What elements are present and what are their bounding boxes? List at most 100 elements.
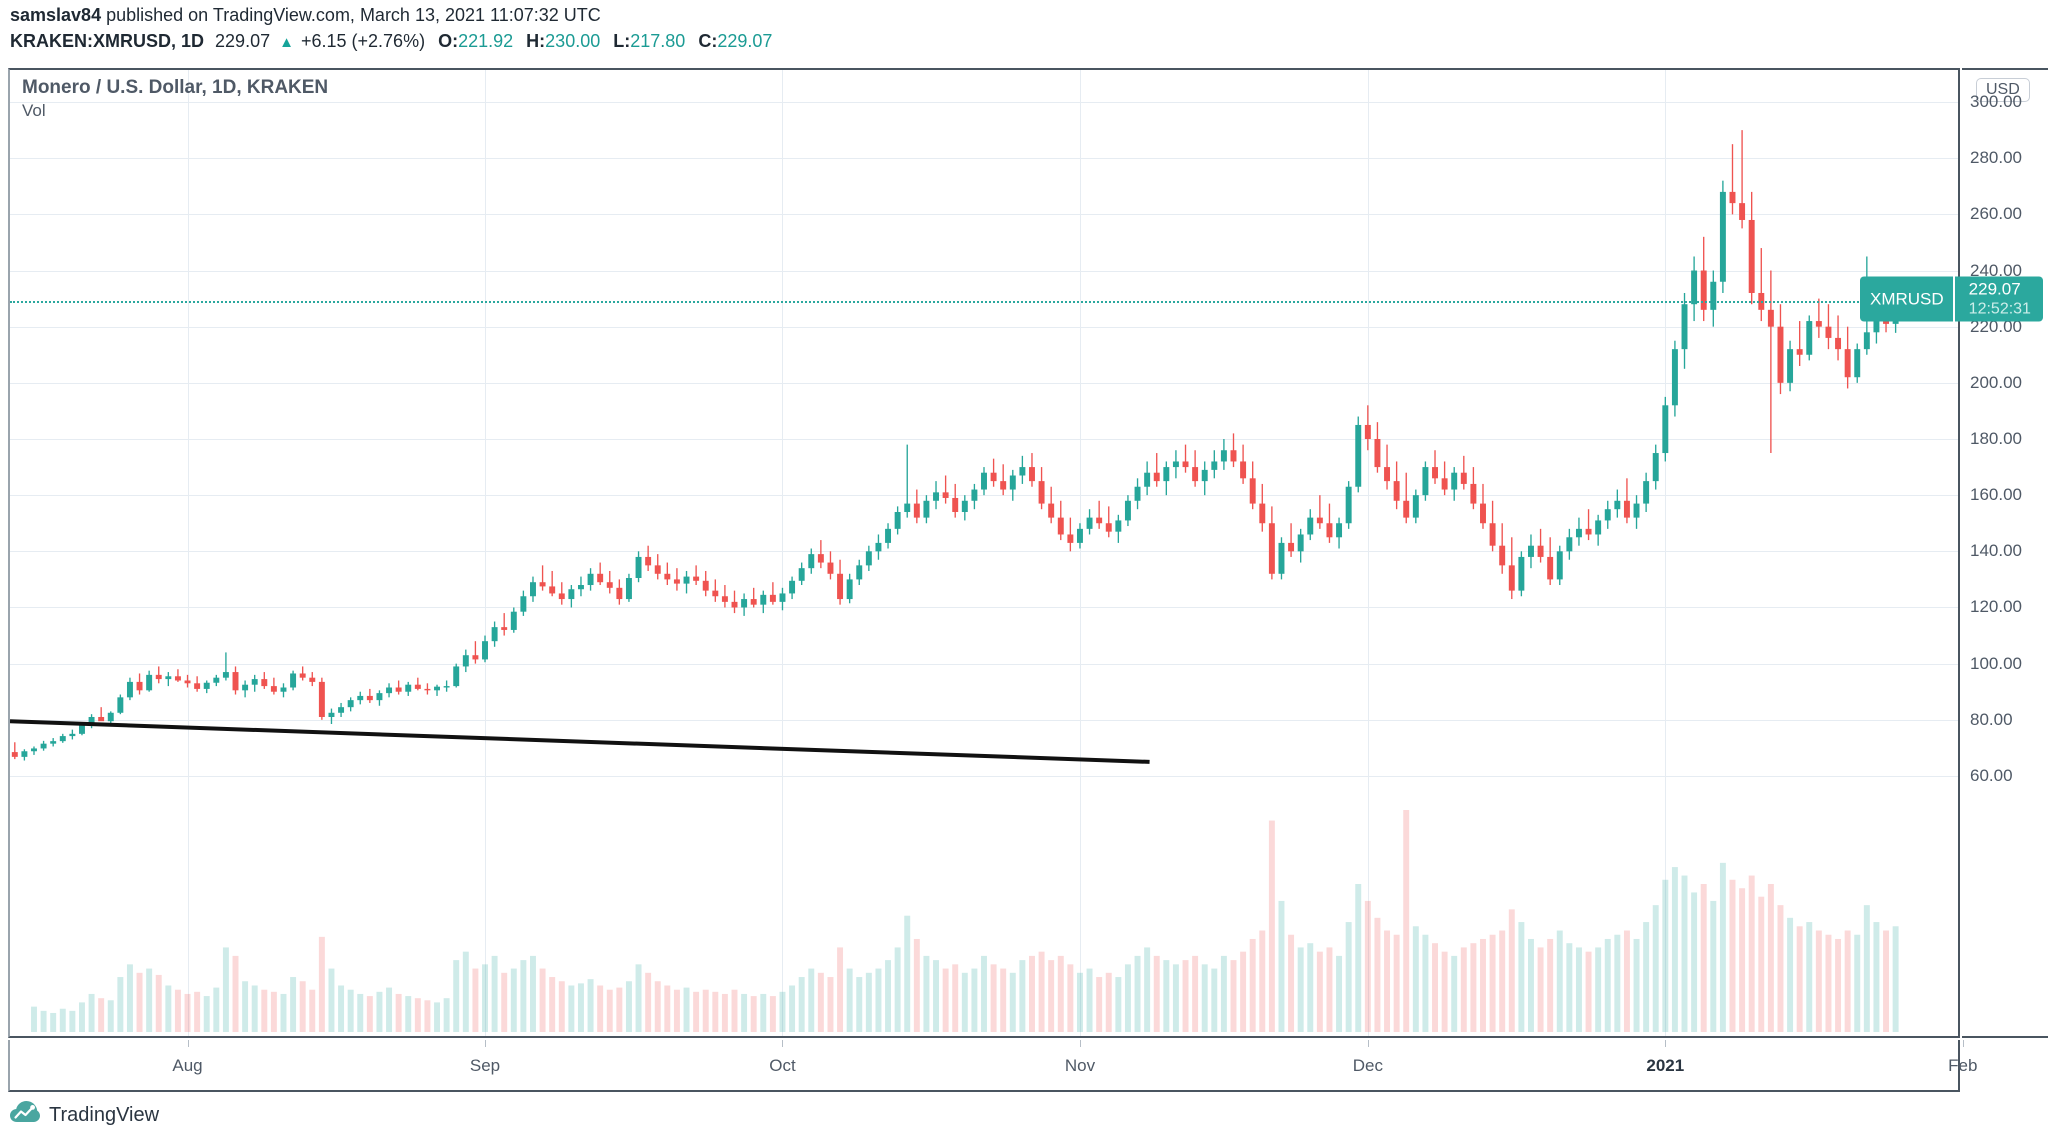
candle-body [1777,326,1784,383]
candle-body [1691,270,1698,305]
volume-bar [923,955,930,1032]
volume-bar [827,977,834,1032]
volume-bar [971,968,978,1032]
candle-body [1144,472,1151,487]
open-label: O: [438,31,459,51]
volume-bar [1019,960,1026,1032]
candle-body [1815,321,1822,327]
volume-bar [1863,905,1870,1032]
candle-body [1153,472,1160,482]
candle-body [981,472,987,490]
volume-bar [1153,955,1160,1032]
volume-bar [1892,926,1899,1032]
volume-bar [1201,964,1208,1032]
volume-bar [1633,938,1640,1032]
volume-bar [1729,879,1736,1032]
candle-body [1604,509,1611,521]
price-tick-label: 120.00 [1970,597,2022,617]
volume-bar [1556,930,1563,1032]
candle-body [1048,503,1055,518]
volume-bar [645,972,652,1032]
candle-body [904,503,911,513]
volume-bar [1758,896,1765,1032]
volume-bar [750,996,757,1032]
volume-bar [69,1010,76,1032]
volume-bar [577,983,584,1032]
grid-layer [10,70,1958,1036]
candle-body [827,562,834,574]
tradingview-footer: TradingView [10,1100,159,1131]
price-change: +6.15 (+2.76%) [300,31,426,51]
grid-line-horizontal [10,326,1958,328]
candle-body [1518,556,1525,591]
candle-body [309,677,316,682]
candle-body [769,594,776,602]
volume-bar [1643,922,1650,1032]
volume-bar [1067,964,1074,1032]
volume-bar [232,955,239,1032]
volume-bar [837,947,844,1032]
candle-body [1124,500,1131,521]
candle-body [894,512,901,529]
candle-body [1364,424,1371,439]
volume-bar [673,989,680,1032]
grid-line-horizontal [10,214,1958,216]
current-price-line [10,301,1958,304]
volume-bar [1412,926,1419,1032]
candle-body [1297,534,1304,552]
volume-bar [338,985,345,1032]
volume-bar [1873,922,1880,1032]
candle-body [1259,503,1266,524]
volume-bar [136,972,143,1032]
candle-body [558,593,565,600]
candle-body [1451,472,1458,490]
candle-body [837,573,844,600]
candle-body [1528,545,1534,557]
volume-bar [779,991,786,1032]
candle-body [1614,500,1621,510]
price-tick-label: 100.00 [1970,653,2022,673]
candle-body [539,582,546,587]
current-price-badge[interactable]: XMRUSD 229.07 12:52:31 [1860,276,2043,322]
candle-body [1201,469,1208,482]
volume-bar [990,964,997,1032]
volume-bar [146,968,153,1032]
candle-body [808,554,815,569]
candle-body [1220,450,1227,462]
chart-canvas[interactable]: Monero / U.S. Dollar, 1D, KRAKEN Vol [8,68,1960,1038]
candle-body [1854,349,1861,378]
volume-bar [1076,972,1083,1032]
candle-body [990,472,997,482]
candle-body [702,580,709,591]
volume-bar [741,993,748,1032]
candle-body [290,673,297,688]
volume-bar [1172,964,1179,1032]
volume-bar [1806,922,1813,1032]
candle-body [174,676,181,681]
publisher-name: samslav84 [10,5,102,25]
price-axis[interactable]: USD 60.00 80.00 100.00 120.00 140.00 160.00 18… [1962,68,2048,1038]
volume-bar [270,991,277,1032]
time-tick-mark [1962,1040,1964,1047]
candle-body [587,573,594,586]
volume-bar [491,955,498,1032]
candle-body [213,677,220,683]
volume-bar [1345,922,1352,1032]
candle-body [1700,270,1707,310]
grid-line-horizontal [10,775,1958,777]
candle-body [1633,503,1640,518]
candle-body [1499,545,1506,566]
candle-body [1863,332,1870,350]
candle-body [347,700,354,708]
time-axis[interactable]: AugSepOctNovDec2021FebMarApr [8,1040,1977,1092]
candle-body [11,752,18,757]
currency-badge[interactable]: USD [1976,78,2030,102]
descending-trendline[interactable] [10,719,1150,764]
candle-body [942,492,949,498]
candle-body [779,593,786,602]
candle-body [1719,191,1726,282]
candle-body [1729,191,1736,204]
time-tick-label: Oct [769,1056,796,1075]
candle-body [664,573,671,580]
volume-bar [635,964,642,1032]
